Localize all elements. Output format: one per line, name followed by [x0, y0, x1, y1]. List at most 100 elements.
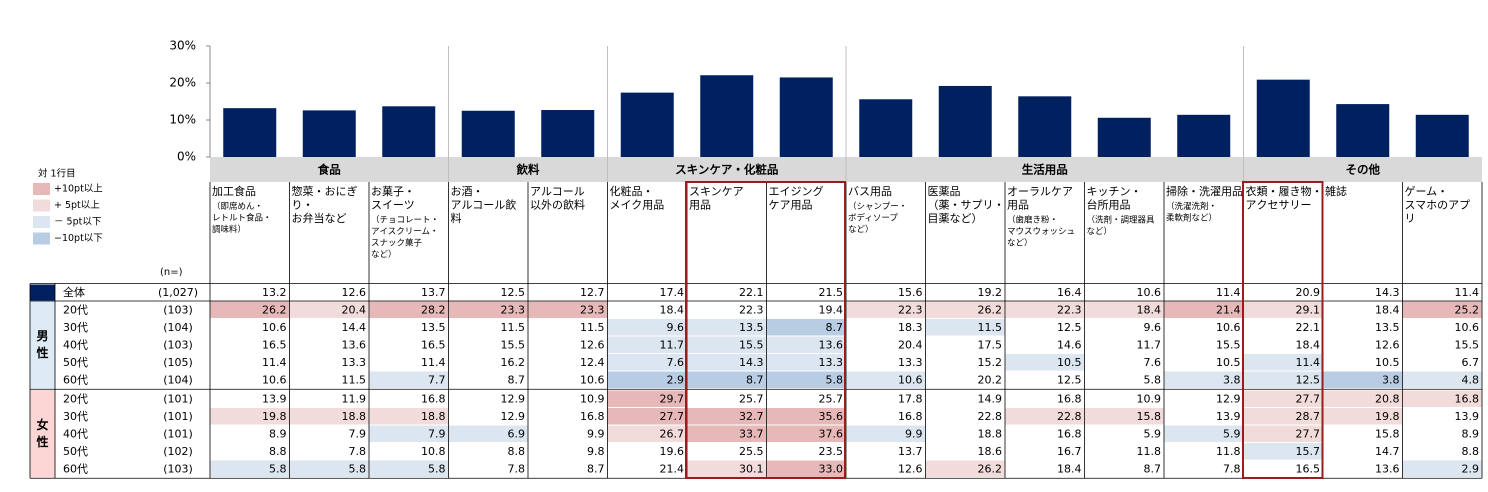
column-note: ボディソープ [848, 213, 898, 224]
cell-value: 9.6 [1144, 321, 1162, 334]
cell-value: 11.4 [1296, 356, 1321, 369]
cell-value: 22.8 [1057, 410, 1082, 423]
row-label: 全体 [63, 285, 85, 299]
cell-shade [926, 460, 1005, 477]
cell-shade [1005, 301, 1084, 318]
cell-value: 27.7 [660, 410, 685, 423]
cell-value: 14.3 [739, 356, 764, 369]
cell-shade [608, 354, 687, 371]
cell-value: 12.7 [580, 286, 605, 299]
cell-value: 8.7 [746, 373, 764, 386]
cell-value: 16.5 [1296, 462, 1321, 475]
cell-value: 16.2 [501, 356, 526, 369]
cell-value: 28.7 [1296, 410, 1321, 423]
cell-value: 14.3 [1375, 286, 1400, 299]
column-header: ケア用品 [769, 199, 813, 212]
cell-value: 10.6 [898, 373, 923, 386]
column-header: スイーツ [371, 199, 415, 212]
cell-value: 18.4 [1296, 338, 1321, 351]
cell-value: 27.7 [1296, 392, 1321, 405]
y-tick-label: 0% [177, 150, 196, 164]
cell-shade [608, 390, 687, 407]
column-header: 用品 [1007, 199, 1029, 212]
cell-shade [1403, 301, 1482, 318]
cell-value: 7.8 [349, 445, 367, 458]
y-tick-label: 20% [169, 76, 196, 90]
cell-value: 20.4 [342, 303, 367, 316]
cell-shade [528, 301, 607, 318]
cell-shade [926, 319, 1005, 336]
cell-value: 25.5 [739, 445, 764, 458]
column-note: アイスクリーム・ [371, 227, 439, 237]
cell-value: 19.6 [660, 445, 685, 458]
cell-value: 29.7 [660, 392, 685, 405]
bar [620, 92, 674, 157]
cell-value: 5.9 [1144, 427, 1162, 440]
cell-value: 11.8 [1137, 445, 1162, 458]
cell-shade [1244, 301, 1323, 318]
cell-value: 12.5 [1296, 373, 1321, 386]
cell-value: 7.9 [349, 427, 367, 440]
bar [461, 110, 515, 157]
cell-value: 26.7 [660, 427, 685, 440]
bar [1177, 114, 1231, 157]
bar [938, 85, 992, 157]
cell-value: 10.5 [1057, 356, 1082, 369]
row-n: (104) [163, 321, 193, 334]
cell-value: 12.9 [501, 392, 526, 405]
cell-value: 15.8 [1375, 427, 1400, 440]
cell-value: 17.5 [978, 338, 1003, 351]
row-n: (101) [163, 392, 193, 405]
column-header: お酒・ [451, 185, 484, 198]
cell-value: 11.4 [1455, 286, 1480, 299]
cell-value: 15.6 [898, 286, 923, 299]
cell-value: 15.5 [501, 338, 526, 351]
cell-value: 10.6 [1455, 321, 1480, 334]
cell-shade [1403, 371, 1482, 388]
column-header: 用品 [689, 199, 711, 212]
group-label: 生活用品 [1022, 163, 1068, 177]
legend-label: +10pt以上 [54, 184, 103, 195]
column-note: （洗濯洗剤・ [1166, 201, 1217, 212]
column-header: 化粧品・ [610, 184, 654, 198]
cell-value: 13.9 [1455, 410, 1480, 423]
y-tick-label: 30% [169, 39, 196, 53]
cell-shade [449, 301, 528, 318]
cell-value: 8.9 [1462, 427, 1480, 440]
cell-value: 29.1 [1296, 303, 1321, 316]
cell-value: 19.8 [1375, 410, 1400, 423]
cell-shade [608, 425, 687, 442]
column-note: 柔軟剤など） [1166, 213, 1217, 224]
cell-shade [1005, 354, 1084, 371]
cell-shade [1244, 371, 1323, 388]
cell-value: 13.5 [421, 321, 446, 334]
row-n: (102) [163, 445, 193, 458]
cell-shade [1323, 390, 1402, 407]
highlight-box [685, 181, 846, 479]
row-label: 60代 [63, 462, 88, 475]
cell-shade [1085, 301, 1164, 318]
cell-value: 13.5 [739, 321, 764, 334]
cell-shade [608, 371, 687, 388]
column-header: アルコール飲 [451, 198, 517, 212]
column-header: メイク用品 [610, 199, 665, 212]
cell-value: 5.8 [269, 462, 287, 475]
cell-value: 5.9 [1223, 427, 1241, 440]
cell-value: 20.2 [978, 373, 1003, 386]
cell-value: 26.2 [262, 303, 287, 316]
cell-value: 25.7 [819, 392, 844, 405]
cell-value: 11.8 [1216, 445, 1241, 458]
cell-shade [449, 425, 528, 442]
cell-value: 10.8 [421, 445, 446, 458]
cell-value: 13.9 [1216, 410, 1241, 423]
cell-shade [687, 425, 766, 442]
cell-value: 33.0 [819, 462, 844, 475]
cell-shade [846, 371, 925, 388]
cell-value: 19.2 [978, 286, 1003, 299]
cell-value: 3.8 [1223, 373, 1241, 386]
column-header: エイジング [769, 184, 824, 198]
cell-value: 13.6 [342, 338, 367, 351]
cell-value: 20.4 [898, 338, 923, 351]
bar [1097, 117, 1151, 157]
cell-value: 8.7 [826, 321, 844, 334]
